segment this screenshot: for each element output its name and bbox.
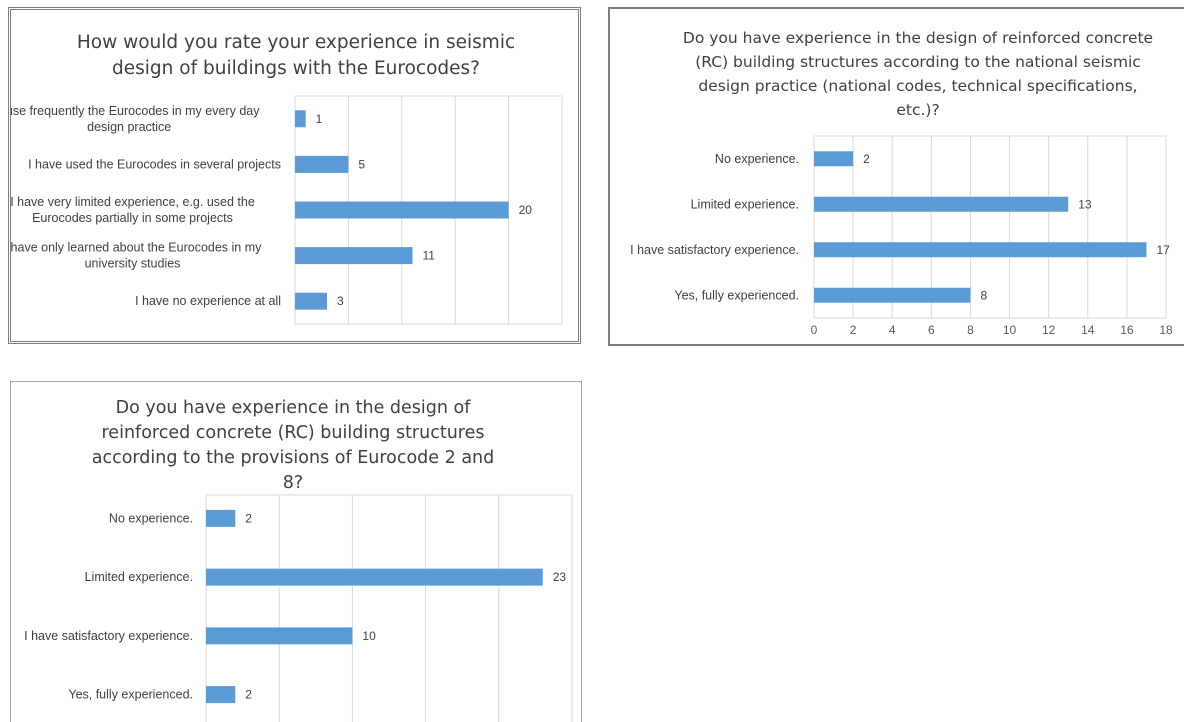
data-label: 2 (245, 511, 252, 525)
bar (295, 155, 349, 173)
category-label: Yes, fully experienced. (674, 288, 799, 302)
chart-panel-eurocode-2-8: Do you have experience in the design of r… (10, 381, 582, 722)
bar (206, 627, 353, 645)
x-tick-label: 4 (889, 323, 896, 337)
chart-title-line: design of buildings with the Eurocodes? (112, 58, 480, 79)
bar (206, 568, 543, 586)
x-tick-label: 6 (928, 323, 935, 337)
bar (295, 247, 413, 265)
bar (206, 686, 236, 704)
x-tick-label: 12 (1042, 323, 1056, 337)
chart-title-line: Do you have experience in the design of … (683, 29, 1153, 47)
chart-title-line: 8? (283, 473, 303, 493)
chart-title-line: (RC) building structures according to th… (695, 53, 1141, 71)
chart-title-line: Do you have experience in the design of (116, 398, 472, 418)
data-label: 1 (316, 112, 323, 126)
bar (814, 242, 1147, 258)
bar (295, 110, 306, 128)
chart-title-line: etc.)? (896, 101, 939, 119)
chart-eurocode-2-8: Do you have experience in the design of r… (24, 398, 573, 722)
plot-area (813, 135, 1167, 319)
data-label: 20 (519, 203, 533, 217)
x-tick-label: 10 (1003, 323, 1017, 337)
chart-title-line: according to the provisions of Eurocode … (92, 448, 495, 468)
category-label: I have no experience at all (135, 294, 281, 308)
x-tick-label: 2 (850, 323, 857, 337)
chart-title-line: reinforced concrete (RC) building struct… (102, 423, 485, 443)
chart-eurocodes-seismic: How would you rate your experience in se… (11, 32, 563, 325)
category-label: I have only learned about the Eurocodes … (11, 241, 262, 271)
chart-national-practice: Do you have experience in the design of … (630, 29, 1173, 337)
plot-area (205, 494, 573, 722)
data-label: 13 (1078, 197, 1092, 211)
bar (295, 292, 328, 310)
category-label: I have satisfactory experience. (630, 243, 799, 257)
data-label: 23 (553, 570, 567, 584)
category-label: I have satisfactory experience. (24, 629, 193, 643)
data-label: 3 (337, 294, 344, 308)
data-label: 2 (863, 152, 870, 166)
category-label: I use frequently the Eurocodes in my eve… (11, 104, 260, 134)
data-label: 5 (358, 157, 365, 171)
chart-title-line: design practice (national codes, technic… (698, 77, 1137, 95)
chart-panel-national-practice: Do you have experience in the design of … (608, 7, 1184, 346)
data-label: 10 (362, 629, 376, 643)
bar (814, 151, 854, 167)
x-tick-label: 14 (1081, 323, 1095, 337)
category-label: I have used the Eurocodes in several pro… (28, 157, 281, 171)
category-label: No experience. (715, 152, 799, 166)
data-label: 17 (1156, 243, 1170, 257)
bar (206, 509, 236, 527)
x-tick-label: 16 (1120, 323, 1134, 337)
category-label: No experience. (109, 511, 193, 525)
chart-panel-eurocodes-seismic: How would you rate your experience in se… (8, 7, 581, 344)
category-label: Limited experience. (691, 197, 799, 211)
x-tick-label: 8 (967, 323, 974, 337)
x-tick-label: 18 (1159, 323, 1173, 337)
data-label: 8 (980, 288, 987, 302)
bar (814, 287, 971, 303)
chart-title-line: How would you rate your experience in se… (77, 32, 515, 53)
category-label: I have very limited experience, e.g. use… (11, 195, 255, 225)
bar (295, 201, 509, 219)
data-label: 2 (245, 688, 252, 702)
x-tick-label: 0 (811, 323, 818, 337)
bar (814, 196, 1069, 212)
data-label: 11 (422, 249, 435, 263)
category-label: Limited experience. (85, 570, 193, 584)
category-label: Yes, fully experienced. (68, 688, 193, 702)
